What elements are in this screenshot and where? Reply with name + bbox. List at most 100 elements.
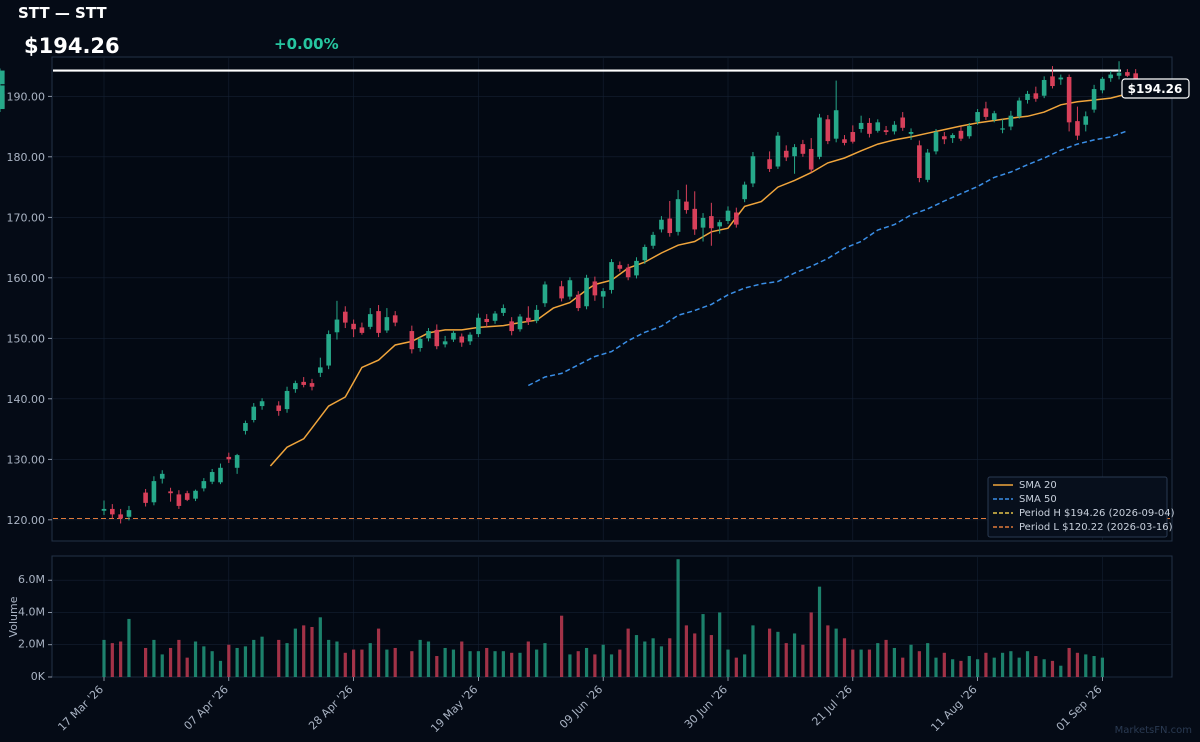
volume-bar bbox=[1084, 654, 1088, 677]
volume-bar bbox=[1017, 657, 1021, 677]
volume-bar bbox=[701, 614, 705, 677]
candle-body bbox=[1041, 79, 1047, 96]
volume-bar bbox=[335, 641, 339, 677]
volume-bar bbox=[626, 628, 630, 677]
volume-bar bbox=[352, 649, 356, 677]
candle-body bbox=[201, 481, 207, 489]
candle-body bbox=[259, 401, 265, 407]
candle-body bbox=[1125, 72, 1130, 76]
volume-bar bbox=[926, 643, 930, 677]
candle-body bbox=[925, 152, 930, 180]
volume-bars bbox=[102, 559, 1104, 677]
volume-bar bbox=[651, 638, 655, 677]
price-tick-label: 190.00 bbox=[7, 90, 46, 103]
volume-bar bbox=[668, 638, 672, 677]
volume-bar bbox=[368, 643, 372, 677]
candle-body bbox=[176, 494, 182, 506]
legend-label: SMA 20 bbox=[1019, 480, 1057, 491]
candle-body bbox=[101, 508, 107, 511]
volume-bar bbox=[1075, 652, 1080, 677]
candle-body bbox=[767, 159, 772, 169]
candle-body bbox=[284, 390, 290, 410]
volume-bar bbox=[901, 657, 905, 677]
candle-body bbox=[592, 281, 598, 296]
volume-bar bbox=[451, 649, 456, 677]
volume-bar bbox=[951, 659, 955, 677]
volume-bar bbox=[1050, 660, 1055, 677]
candle-body bbox=[867, 122, 872, 134]
volume-bar bbox=[560, 615, 564, 677]
candle-body bbox=[825, 119, 831, 142]
candle-body bbox=[1066, 76, 1072, 123]
candle-body bbox=[110, 508, 115, 515]
candle-body bbox=[1016, 100, 1022, 117]
candle-body bbox=[159, 473, 165, 479]
candle-body bbox=[917, 145, 922, 178]
candle-body bbox=[326, 334, 331, 366]
candle-body bbox=[842, 139, 847, 143]
candle-body bbox=[1000, 128, 1005, 130]
volume-bar bbox=[992, 657, 996, 677]
candle-body bbox=[983, 108, 989, 117]
volume-bar bbox=[493, 651, 497, 677]
volume-bar bbox=[535, 649, 539, 677]
candle-body bbox=[434, 329, 440, 347]
price-tick-label: 130.00 bbox=[7, 453, 46, 466]
candle-body bbox=[392, 315, 398, 323]
volume-bar bbox=[917, 651, 921, 677]
volume-bar bbox=[776, 631, 780, 677]
candle-body bbox=[1050, 76, 1055, 87]
volume-bar bbox=[476, 651, 480, 677]
volume-bar bbox=[634, 635, 639, 677]
candle-body bbox=[892, 124, 897, 132]
candle-body bbox=[1058, 77, 1064, 80]
volume-bar bbox=[1092, 656, 1096, 677]
candle-body bbox=[1025, 93, 1030, 100]
legend-label: Period H $194.26 (2026-09-04) bbox=[1019, 508, 1175, 519]
volume-bar bbox=[102, 639, 106, 677]
volume-bar bbox=[801, 644, 805, 677]
volume-bar bbox=[693, 633, 697, 677]
volume-bar bbox=[235, 647, 239, 677]
volume-bar bbox=[593, 654, 597, 677]
volume-bar bbox=[435, 656, 439, 677]
candle-body bbox=[1091, 89, 1097, 110]
volume-axis: Volume 0K 2.0M 4.0M 6.0M bbox=[7, 573, 52, 683]
volume-bar bbox=[468, 651, 472, 677]
price-badge-text: $194.26 bbox=[1128, 82, 1183, 96]
volume-bar bbox=[193, 641, 198, 677]
candle-body bbox=[209, 472, 215, 482]
date-tick-label: 11 Aug '26 bbox=[928, 683, 979, 734]
candle-body bbox=[526, 317, 531, 322]
candle-body bbox=[667, 218, 673, 234]
volume-bar bbox=[643, 641, 647, 677]
candle-body bbox=[833, 110, 839, 139]
candle-body bbox=[975, 112, 980, 122]
price-tick-label: 160.00 bbox=[7, 272, 46, 285]
volume-bar bbox=[501, 651, 505, 677]
candle-body bbox=[908, 132, 914, 134]
volume-bar bbox=[676, 559, 680, 677]
price-axis: 120.00 130.00 140.00 150.00 160.00 170.00 180.… bbox=[7, 90, 52, 527]
candle-body bbox=[376, 311, 381, 333]
volume-bar bbox=[1025, 651, 1030, 677]
candle-body bbox=[817, 117, 822, 157]
candle-body bbox=[617, 265, 623, 269]
volume-bar bbox=[144, 647, 148, 677]
candle-body bbox=[318, 367, 323, 373]
candle-body bbox=[1033, 93, 1039, 99]
candle-body bbox=[309, 383, 315, 387]
volume-bar bbox=[859, 649, 863, 677]
volume-tick-label: 6.0M bbox=[18, 573, 45, 586]
volume-bar bbox=[1009, 651, 1013, 677]
volume-bar bbox=[834, 628, 838, 677]
legend: SMA 20 SMA 50 Period H $194.26 (2026-09-04… bbox=[987, 476, 1175, 538]
candle-body bbox=[168, 491, 173, 494]
candle-body bbox=[226, 456, 232, 460]
volume-bar bbox=[909, 644, 913, 677]
candle-body bbox=[184, 493, 190, 500]
candle-body bbox=[359, 327, 365, 333]
date-tick-label: 09 Jun '26 bbox=[557, 683, 605, 731]
candle-body bbox=[351, 323, 356, 330]
